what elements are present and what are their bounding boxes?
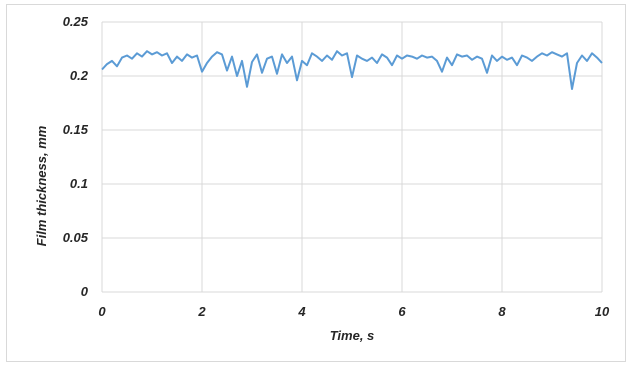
y-tick-label: 0.1 (70, 176, 88, 191)
y-axis-title: Film thickness, mm (34, 125, 49, 246)
x-tick-label: 10 (595, 304, 610, 319)
x-tick-labels: 0 2 4 6 8 10 (98, 304, 610, 319)
y-tick-label: 0.05 (63, 230, 89, 245)
x-tick-label: 4 (297, 304, 306, 319)
y-tick-labels: 0 0.05 0.1 0.15 0.2 0.25 (63, 14, 89, 299)
x-tick-label: 8 (498, 304, 506, 319)
series-layer (101, 50, 603, 90)
y-tick-label: 0.15 (63, 122, 89, 137)
x-tick-label: 2 (197, 304, 206, 319)
gridlines (101, 21, 603, 293)
y-tick-label: 0.25 (63, 14, 89, 29)
x-tick-label: 0 (98, 304, 106, 319)
y-tick-label: 0 (81, 284, 89, 299)
y-tick-label: 0.2 (70, 68, 89, 83)
x-axis-title: Time, s (330, 328, 375, 343)
series-line (101, 50, 603, 90)
x-tick-label: 6 (398, 304, 406, 319)
